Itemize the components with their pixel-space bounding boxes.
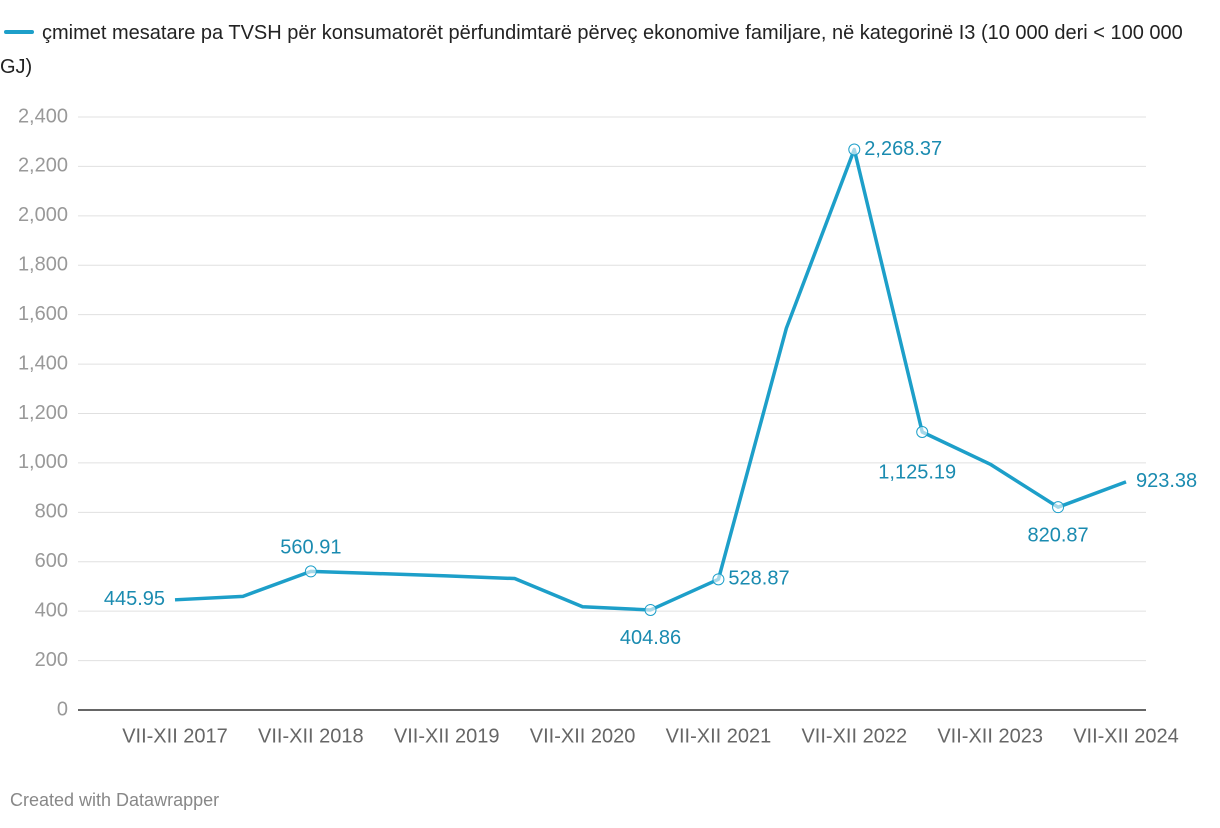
point-marker: [1052, 501, 1065, 514]
y-tick-label: 800: [35, 501, 68, 523]
legend-swatch: [4, 29, 34, 34]
x-tick-label: VII-XII 2022: [801, 725, 907, 747]
x-tick-label: VII-XII 2020: [530, 725, 636, 747]
legend: çmimet mesatare pa TVSH për konsumatorët…: [0, 16, 1215, 84]
y-tick-label: 1,000: [18, 451, 68, 473]
y-tick-label: 1,200: [18, 402, 68, 424]
data-label: 445.95: [104, 588, 165, 610]
data-label: 820.87: [1027, 524, 1088, 546]
chart: 0 200 400 600 800 1,000 1,200 1,400 1,600 1,800 2,…: [18, 105, 1197, 747]
x-tick-label: VII-XII 2024: [1073, 725, 1179, 747]
y-tick-label: 1,800: [18, 254, 68, 276]
point-marker: [848, 143, 861, 156]
point-marker: [644, 603, 657, 616]
y-tick-label: 2,200: [18, 155, 68, 177]
y-tick-label: 400: [35, 599, 68, 621]
y-tick-label: 2,400: [18, 105, 68, 127]
data-label: 923.38: [1136, 470, 1197, 492]
point-marker: [916, 425, 929, 438]
x-tick-label: VII-XII 2017: [122, 725, 228, 747]
x-tick-label: VII-XII 2021: [666, 725, 772, 747]
footer: Created with Datawrapper: [10, 790, 220, 810]
point-marker: [304, 565, 317, 578]
data-label: 404.86: [620, 627, 681, 649]
data-label: 2,268.37: [864, 138, 942, 160]
y-tick-label: 200: [35, 649, 68, 671]
y-tick-label: 1,400: [18, 352, 68, 374]
point-marker: [712, 573, 725, 586]
data-label: 1,125.19: [878, 461, 956, 483]
y-tick-label: 600: [35, 550, 68, 572]
x-tick-label: VII-XII 2018: [258, 725, 364, 747]
y-tick-label: 2,000: [18, 204, 68, 226]
legend-label: çmimet mesatare pa TVSH për konsumatorët…: [0, 22, 1183, 78]
data-label: 560.91: [280, 537, 341, 559]
y-tick-label: 0: [57, 698, 68, 720]
y-tick-label: 1,600: [18, 303, 68, 325]
data-label: 528.87: [728, 568, 789, 590]
x-tick-label: VII-XII 2023: [937, 725, 1043, 747]
x-tick-label: VII-XII 2019: [394, 725, 500, 747]
